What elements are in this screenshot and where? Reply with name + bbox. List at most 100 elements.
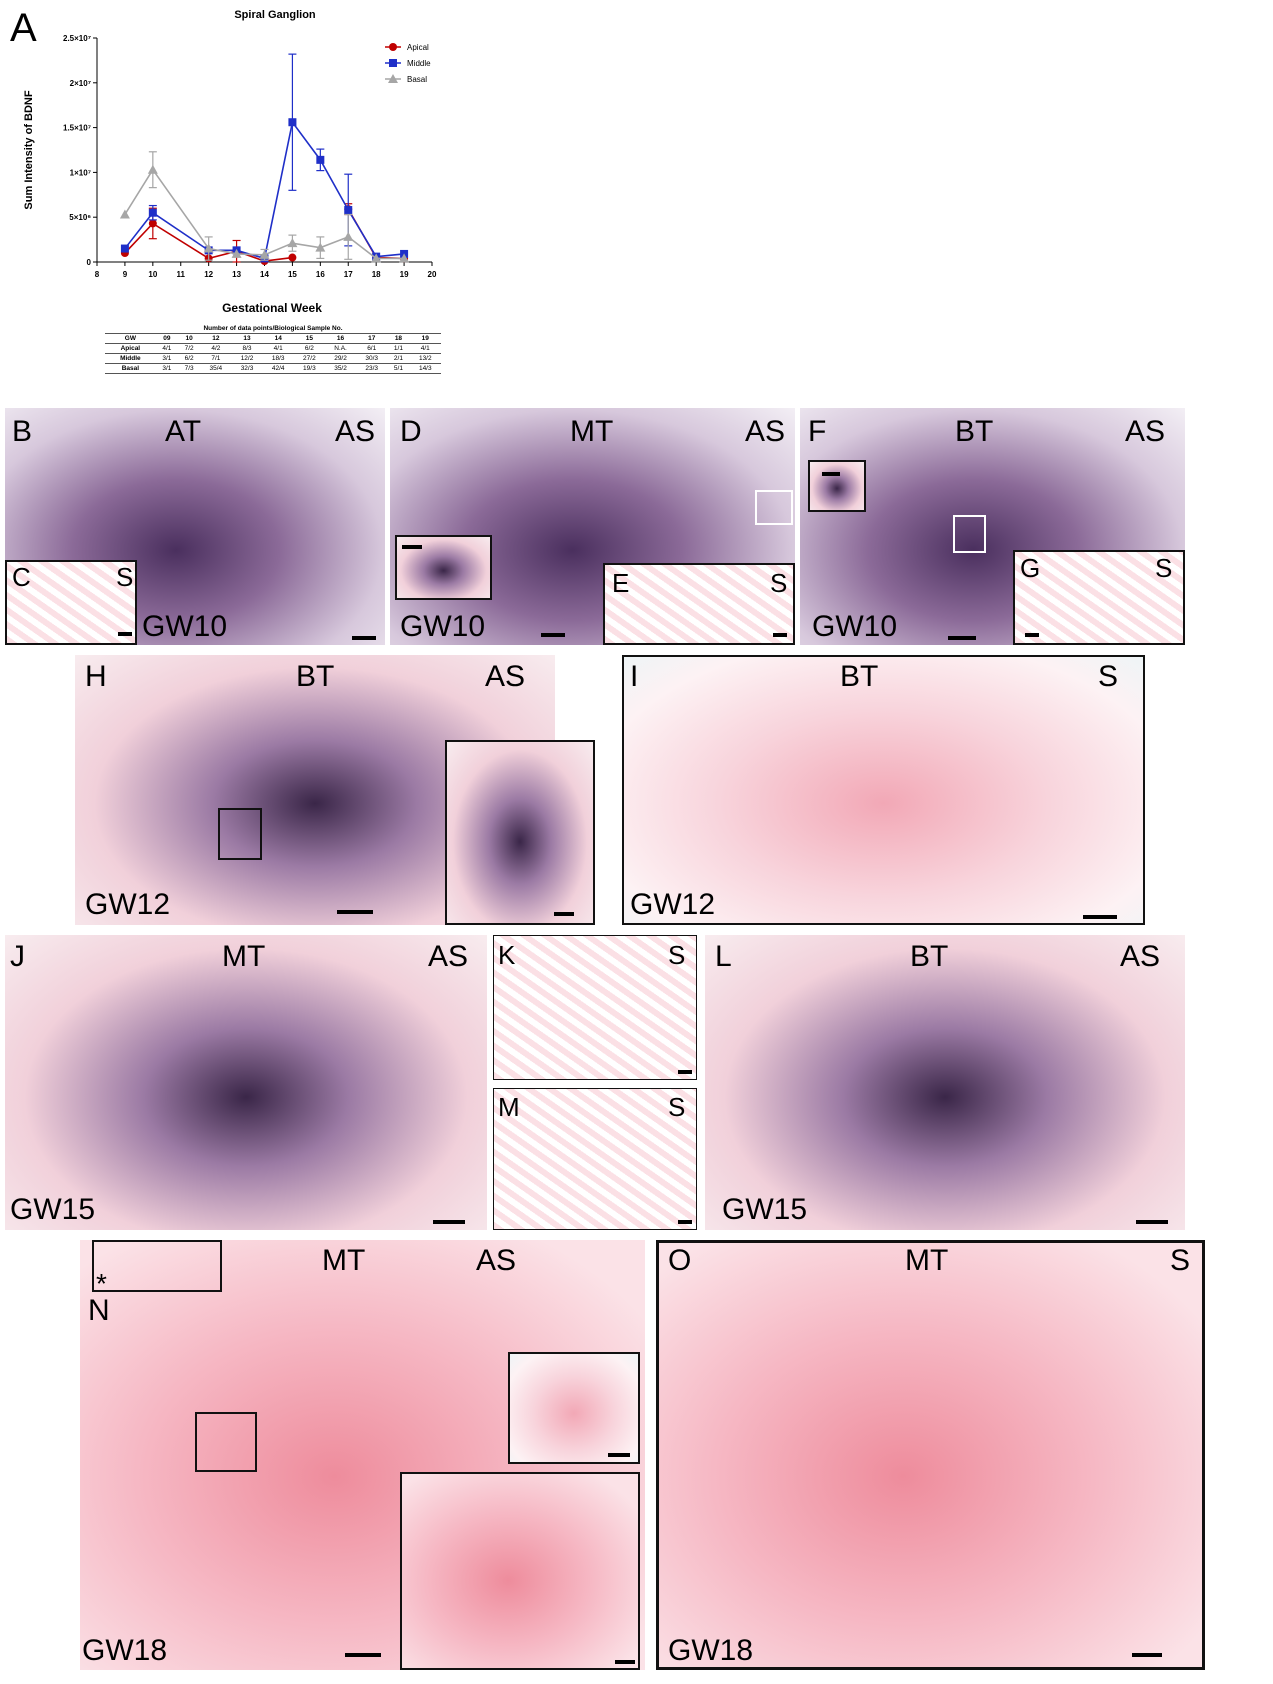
panel-text: MT [905, 1244, 949, 1277]
scale-bar [773, 633, 787, 637]
table-cell: 4/1 [262, 343, 294, 354]
table-cell: 7/1 [200, 353, 232, 364]
y-tick-label: 0 [87, 258, 92, 267]
micrograph [493, 1088, 697, 1230]
table-cell: 23/3 [356, 363, 388, 374]
series-line [124, 120, 405, 260]
table-cell: 3/1 [155, 363, 178, 374]
region-box [92, 1240, 222, 1292]
table-cell: 30/3 [356, 353, 388, 364]
panel-text: B [12, 415, 33, 448]
data-table: Number of data points/Biological Sample … [105, 324, 441, 374]
table-cell: 15 [293, 333, 325, 344]
micrograph [705, 935, 1185, 1230]
panel-text: M [498, 1092, 520, 1122]
micrograph [5, 935, 487, 1230]
panel-text: MT [222, 940, 266, 973]
table-cell: 29/2 [324, 353, 357, 364]
table-cell: 35/2 [324, 363, 357, 374]
y-tick-label: 5×10⁶ [69, 213, 91, 222]
panel-text: MT [322, 1244, 366, 1277]
panel-text: * [96, 1268, 107, 1299]
table-cell: 09 [155, 333, 178, 344]
x-tick-label: 9 [123, 270, 128, 279]
table-cell: 27/2 [293, 353, 325, 364]
panel-text: J [10, 940, 25, 973]
table-cell: Apical [105, 343, 156, 354]
table-cell: 32/3 [231, 363, 263, 374]
region-box [195, 1412, 257, 1472]
panel-text: H [85, 660, 107, 693]
table-cell: 16 [324, 333, 357, 344]
table-cell: 13 [231, 333, 263, 344]
panel-text: GW18 [668, 1634, 754, 1667]
panel-text: O [668, 1244, 692, 1277]
data-point [119, 209, 130, 219]
data-point [288, 253, 297, 262]
table-cell: Number of data points/Biological Sample … [105, 324, 441, 334]
panel-text: I [630, 660, 639, 693]
scale-bar [345, 1653, 381, 1657]
x-tick-label: 10 [148, 270, 157, 279]
table-cell: 18 [387, 333, 410, 344]
scale-bar [822, 472, 840, 476]
panel-text: AS [745, 415, 786, 448]
panel-text: AT [165, 415, 202, 448]
table-row: Middle 3/1 6/2 7/1 12/2 18/3 27/2 29/2 30/3 2/1 13… [105, 353, 441, 364]
micrograph [5, 560, 137, 645]
table-cell: 35/4 [200, 363, 232, 374]
inset-image [445, 740, 595, 925]
x-tick-label: 15 [288, 270, 297, 279]
legend-marker [388, 74, 398, 83]
table-cell: 6/2 [293, 343, 325, 354]
micrograph [656, 1240, 1205, 1670]
region-box [953, 515, 986, 553]
table-cell: 8/3 [231, 343, 263, 354]
table-cell: 10 [178, 333, 201, 344]
panel-text: K [498, 940, 516, 970]
panel-text: G [1020, 553, 1041, 583]
scale-bar [608, 1453, 630, 1457]
data-point [148, 208, 157, 217]
panel-text: S [1155, 553, 1173, 583]
panel-text: S [668, 940, 686, 970]
y-tick-label: 2×10⁷ [70, 79, 91, 88]
table-cell: Middle [105, 353, 156, 364]
table-cell: 14 [262, 333, 294, 344]
legend-label: Basal [407, 75, 427, 84]
panel-label: A [10, 6, 37, 50]
x-tick-label: 19 [400, 270, 409, 279]
table-cell: 7/2 [178, 343, 201, 354]
panel-text: AS [1125, 415, 1166, 448]
panel-text: GW15 [722, 1193, 808, 1226]
table-cell: 1/1 [387, 343, 410, 354]
panel-text: C [12, 562, 31, 592]
data-point [343, 231, 354, 241]
inset-image [400, 1472, 640, 1670]
table-cell: 4/1 [155, 343, 178, 354]
data-point [399, 253, 410, 263]
scale-bar [118, 632, 132, 636]
scale-bar [1025, 633, 1039, 637]
micrograph [622, 655, 1145, 925]
panel-text: L [715, 940, 732, 973]
region-box [218, 808, 262, 860]
inset-image [508, 1352, 640, 1464]
y-tick-label: 1×10⁷ [70, 168, 91, 177]
table-cell: Basal [105, 363, 156, 374]
chart: Spiral Ganglion Gestational Week Sum Int… [23, 9, 437, 315]
scale-bar [433, 1220, 465, 1224]
panel-text: BT [955, 415, 994, 448]
x-tick-label: 12 [204, 270, 213, 279]
data-point [148, 219, 157, 228]
data-point [203, 243, 214, 253]
table-cell: 6/1 [356, 343, 388, 354]
micrograph [1013, 550, 1185, 645]
panel-text: F [808, 415, 827, 448]
table-cell: 5/1 [387, 363, 410, 374]
panel-text: S [1098, 660, 1119, 693]
scale-bar [402, 545, 422, 549]
panel-text: AS [1120, 940, 1161, 973]
panel-text: GW10 [400, 610, 486, 643]
